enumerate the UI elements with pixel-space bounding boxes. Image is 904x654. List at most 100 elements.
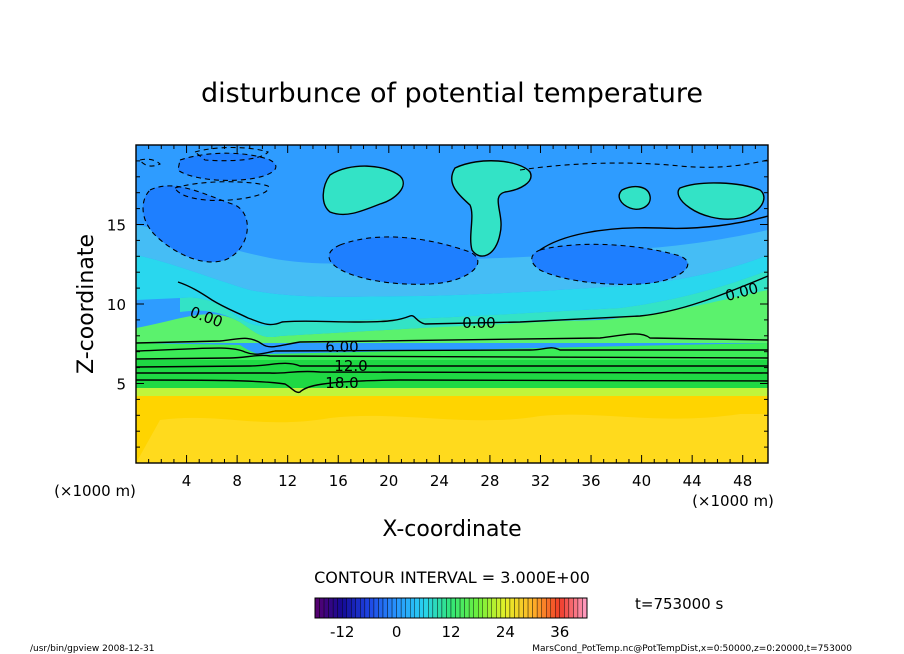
x-axis-unit-right: (×1000 m) bbox=[692, 492, 774, 510]
y-tick-label: 10 bbox=[107, 296, 126, 314]
x-tick-label: 32 bbox=[531, 472, 550, 490]
colorbar-cell bbox=[373, 597, 379, 619]
x-tick-label: 20 bbox=[379, 472, 398, 490]
colorbar-cell bbox=[541, 597, 547, 619]
contour-line-18 bbox=[136, 379, 768, 394]
colorbar-cell bbox=[328, 597, 334, 619]
x-axis-title: X-coordinate bbox=[382, 517, 521, 542]
colorbar-cell bbox=[464, 597, 470, 619]
x-axis: 4 8 12 16 20 24 28 32 36 40 44 48 bbox=[148, 145, 756, 490]
colorbar-cell bbox=[536, 597, 542, 619]
colorbar-cell bbox=[355, 597, 361, 619]
colorbar-cell bbox=[509, 597, 515, 619]
colorbar-cell bbox=[428, 597, 434, 619]
y-tick-label: 5 bbox=[116, 376, 126, 394]
colorbar-cell bbox=[496, 597, 502, 619]
colorbar-cell bbox=[450, 597, 456, 619]
colorbar-cell bbox=[500, 597, 506, 619]
colorbar-cell bbox=[455, 597, 461, 619]
band-green-light bbox=[136, 285, 768, 343]
contour-label: 12.0 bbox=[334, 357, 367, 375]
colorbar-cell bbox=[532, 597, 538, 619]
x-tick-label: 40 bbox=[632, 472, 651, 490]
band-cyan bbox=[136, 255, 768, 326]
colorbar-cell bbox=[482, 597, 488, 619]
colorbar-cell bbox=[582, 597, 588, 619]
colorbar-cell bbox=[514, 597, 520, 619]
colorbar-cell bbox=[423, 597, 429, 619]
contour-labels: 0.00 6.00 12.0 18.0 0.00 0.00 bbox=[188, 279, 761, 392]
contour-line-0-upper bbox=[539, 215, 768, 251]
colorbar-cell bbox=[568, 597, 574, 619]
colorbar-tick-label: -12 bbox=[330, 623, 355, 641]
colorbar-cell bbox=[523, 597, 529, 619]
colorbar-ticks: -12 0 12 24 36 bbox=[330, 623, 569, 641]
colorbar-cell bbox=[550, 597, 556, 619]
colorbar-cell bbox=[555, 597, 560, 619]
contour-line-9 bbox=[136, 354, 768, 360]
contour-line-neg3 bbox=[142, 185, 248, 263]
band-green-dark bbox=[136, 360, 768, 388]
colorbar-cell bbox=[346, 597, 352, 619]
contour-line-neg6 bbox=[177, 152, 277, 181]
cold-patch bbox=[531, 244, 688, 285]
plot-area bbox=[136, 145, 768, 463]
colorbar-cell bbox=[369, 597, 375, 619]
colorbar-cell bbox=[342, 597, 347, 619]
colorbar-cell bbox=[360, 597, 366, 619]
colorbar-cell bbox=[432, 597, 438, 619]
cold-patch bbox=[178, 153, 276, 181]
colorbar-cell bbox=[400, 597, 406, 619]
footer-right: MarsCond_PotTemp.nc@PotTempDist,x=0:5000… bbox=[532, 644, 852, 654]
colorbar-cell bbox=[387, 597, 393, 619]
colorbar-cell bbox=[364, 597, 370, 619]
contour-line-0-upper bbox=[322, 165, 404, 216]
colorbar-cell bbox=[396, 597, 402, 619]
x-tick-label: 44 bbox=[683, 472, 702, 490]
colorbar-cell bbox=[527, 597, 533, 619]
x-tick-label: 48 bbox=[733, 472, 752, 490]
contour-line-0-upper bbox=[677, 182, 765, 220]
colorbar-cell bbox=[559, 597, 565, 619]
footer-left: /usr/bin/gpview 2008-12-31 bbox=[30, 644, 154, 654]
colorbar-cell bbox=[319, 597, 325, 619]
colorbar-cell bbox=[446, 597, 452, 619]
colorbar bbox=[314, 597, 588, 619]
contour-line-12 bbox=[136, 362, 768, 368]
contour-line-neg6 bbox=[174, 181, 270, 202]
warm-anomaly-patch bbox=[678, 182, 764, 220]
y-axis: 5 10 15 bbox=[107, 160, 768, 448]
colorbar-tick-label: 12 bbox=[441, 623, 460, 641]
contour-label: 18.0 bbox=[325, 374, 358, 392]
colorbar-cell bbox=[351, 597, 356, 619]
colorbar-cell bbox=[487, 597, 492, 619]
colorbar-tick-label: 36 bbox=[550, 623, 569, 641]
colorbar-cell bbox=[468, 597, 474, 619]
colorbar-cell bbox=[314, 597, 320, 619]
chart-title: disturbunce of potential temperature bbox=[201, 78, 703, 109]
x-tick-label: 24 bbox=[430, 472, 449, 490]
colorbar-cell bbox=[473, 597, 479, 619]
colorbar-cell bbox=[518, 597, 524, 619]
colorbar-cell bbox=[414, 597, 420, 619]
colorbar-cell bbox=[332, 597, 338, 619]
x-tick-label: 16 bbox=[329, 472, 348, 490]
colorbar-cell bbox=[577, 597, 583, 619]
contour-lines-negative bbox=[139, 147, 768, 285]
colorbar-cell bbox=[419, 597, 424, 619]
x-tick-label: 36 bbox=[581, 472, 600, 490]
contour-line-neg3 bbox=[139, 158, 161, 167]
colorbar-cell bbox=[491, 597, 497, 619]
band-yellow-green bbox=[136, 388, 768, 396]
colorbar-cell bbox=[437, 597, 443, 619]
colorbar-frame bbox=[314, 597, 588, 619]
time-label: t=753000 s bbox=[635, 595, 723, 613]
y-axis-title: Z-coordinate bbox=[74, 234, 99, 374]
colorbar-cell bbox=[410, 597, 415, 619]
contour-line-neg3 bbox=[531, 243, 689, 285]
cold-patch bbox=[328, 236, 478, 285]
colorbar-cell bbox=[573, 597, 579, 619]
colorbar-cell bbox=[337, 597, 343, 619]
contour-line-neg3 bbox=[519, 159, 768, 171]
colorbar-cell bbox=[564, 597, 570, 619]
